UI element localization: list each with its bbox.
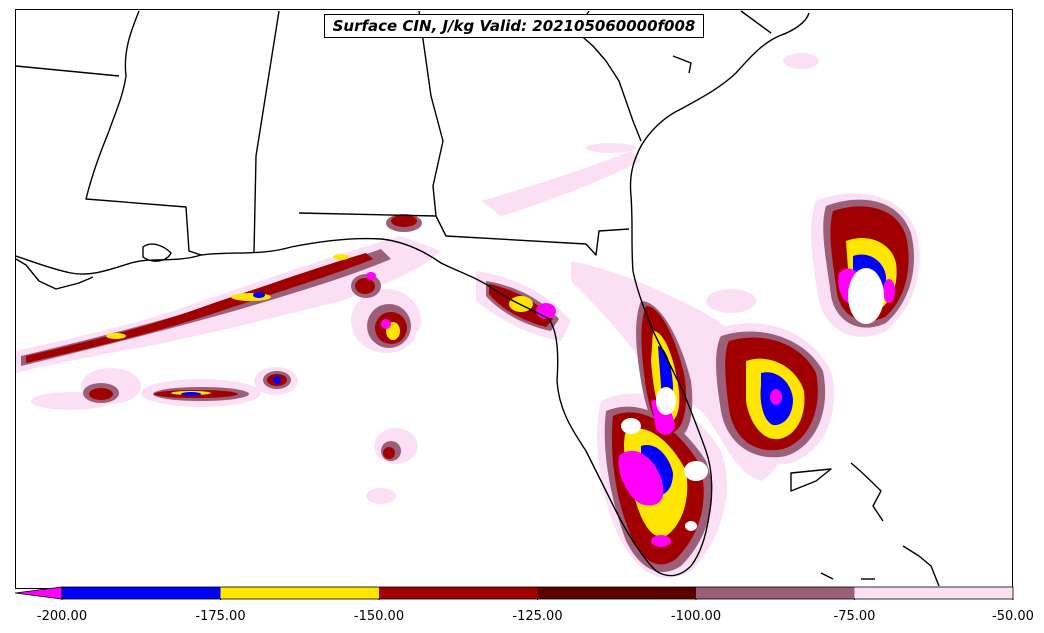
colorbar-bin-0 xyxy=(62,587,221,599)
colorbar-tick-label: -50.00 xyxy=(992,609,1034,624)
cin-contour-map xyxy=(16,10,940,587)
boundary-lines xyxy=(16,10,940,587)
colorbar-bin-4 xyxy=(696,587,855,599)
shading-light-pink xyxy=(16,53,920,578)
colorbar-tick-label: -150.00 xyxy=(353,609,405,624)
colorbar-bin-1 xyxy=(220,587,379,599)
colorbar-bin-5 xyxy=(854,587,1013,599)
colorbar-tick-label: -125.00 xyxy=(512,609,563,624)
colorbar-tick-label: -175.00 xyxy=(195,609,246,624)
colorbar-extend-triangle xyxy=(15,586,63,600)
colorbar xyxy=(15,586,1014,600)
colorbar-bin-2 xyxy=(379,587,538,599)
map-title: Surface CIN, J/kg Valid: 202105060000f00… xyxy=(324,14,704,38)
colorbar-tick-label: -75.00 xyxy=(833,609,876,624)
colorbar-tick-label: -200.00 xyxy=(36,609,88,624)
map-panel xyxy=(15,9,1013,589)
colorbar-bin-3 xyxy=(537,587,696,599)
clear-areas xyxy=(415,268,884,531)
colorbar-tick-label: -100.00 xyxy=(670,609,722,624)
